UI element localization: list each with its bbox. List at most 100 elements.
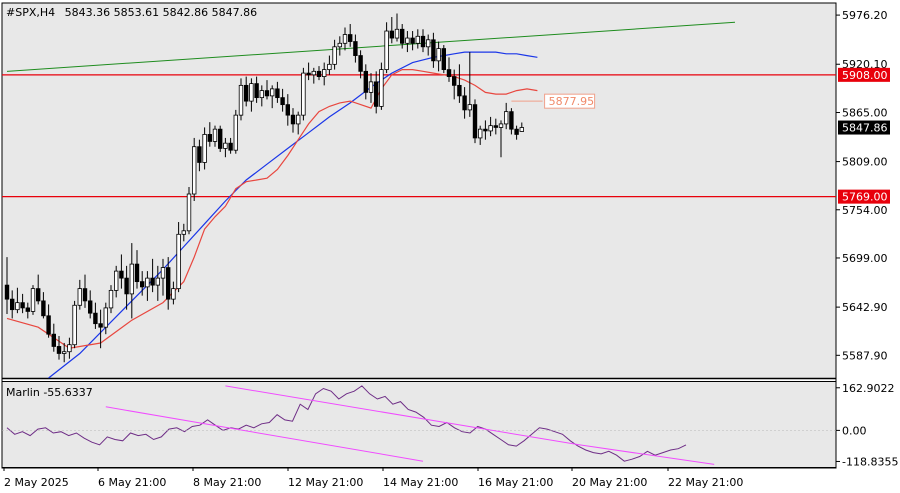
candle-body bbox=[119, 270, 124, 279]
candle-body bbox=[202, 134, 207, 163]
candle-body bbox=[134, 263, 140, 283]
candle bbox=[191, 137, 197, 202]
candle bbox=[98, 309, 103, 349]
candle-body bbox=[441, 48, 446, 70]
candle-body bbox=[509, 111, 514, 130]
candle bbox=[77, 279, 82, 310]
candle-body bbox=[379, 69, 384, 107]
candle-body bbox=[176, 233, 181, 290]
candle-body bbox=[519, 127, 524, 132]
candle-body bbox=[9, 298, 15, 311]
candle bbox=[384, 22, 389, 74]
candle bbox=[399, 24, 405, 49]
candle bbox=[509, 108, 514, 135]
candle-body bbox=[98, 323, 103, 328]
candle bbox=[446, 57, 452, 82]
candle bbox=[467, 52, 472, 117]
candle bbox=[363, 64, 368, 100]
candle-body bbox=[114, 270, 119, 291]
candle bbox=[259, 85, 264, 107]
candle-body bbox=[238, 84, 244, 116]
candle bbox=[30, 285, 36, 315]
candle-body bbox=[62, 351, 67, 354]
candle bbox=[103, 302, 108, 335]
candle bbox=[165, 257, 171, 310]
candle bbox=[129, 243, 134, 319]
candle bbox=[25, 302, 30, 319]
candle-body bbox=[410, 37, 415, 44]
candle-body bbox=[477, 128, 483, 139]
candle bbox=[181, 223, 186, 242]
x-tick-label: 6 May 21:00 bbox=[98, 476, 166, 489]
candle-body bbox=[373, 81, 379, 107]
candle-body bbox=[259, 90, 264, 99]
candle bbox=[202, 127, 207, 170]
candle-body bbox=[103, 307, 108, 328]
candle-body bbox=[233, 114, 238, 151]
candle bbox=[477, 125, 483, 145]
candle bbox=[4, 257, 10, 315]
ohlc-readout: 5843.36 5853.61 5842.86 5847.86 bbox=[64, 6, 258, 19]
candle bbox=[290, 108, 296, 133]
level-tag-0 bbox=[838, 67, 890, 82]
candle-body bbox=[41, 300, 46, 317]
ma-fast-line bbox=[6, 69, 538, 349]
candle bbox=[451, 69, 457, 100]
chart-header: #SPX,H4 5843.36 5853.61 5842.86 5847.86 bbox=[6, 6, 257, 19]
candle bbox=[150, 258, 155, 293]
candle bbox=[462, 87, 467, 119]
candle bbox=[311, 67, 316, 84]
candle-body bbox=[30, 288, 36, 312]
candle bbox=[379, 62, 384, 110]
candle bbox=[264, 80, 270, 100]
candle-body bbox=[384, 30, 389, 70]
x-tick-label: 8 May 21:00 bbox=[193, 476, 261, 489]
candle-body bbox=[405, 37, 410, 44]
candle-body bbox=[212, 128, 218, 142]
candle bbox=[394, 13, 400, 42]
candle-body bbox=[483, 128, 488, 132]
candle bbox=[415, 29, 420, 49]
candle-body bbox=[446, 69, 452, 77]
candle bbox=[389, 17, 394, 44]
x-tick-label: 16 May 21:00 bbox=[478, 476, 553, 489]
symbol-timeframe: #SPX,H4 bbox=[6, 6, 56, 19]
candle-body bbox=[67, 344, 72, 353]
candle-body bbox=[4, 284, 10, 300]
target-tag bbox=[544, 93, 596, 109]
candle-body bbox=[472, 104, 478, 139]
candle bbox=[342, 27, 348, 51]
candle bbox=[295, 111, 301, 135]
candle-body bbox=[269, 88, 275, 97]
candle-body bbox=[165, 267, 171, 300]
candle bbox=[243, 76, 249, 107]
osc-tick-label: 0.00 bbox=[842, 424, 867, 437]
candle-body bbox=[280, 97, 285, 106]
candle-body bbox=[337, 42, 342, 48]
candle bbox=[254, 76, 259, 103]
x-tick-label: 2 May 2025 bbox=[4, 476, 69, 489]
candle bbox=[15, 287, 20, 314]
candle bbox=[410, 31, 415, 51]
candle bbox=[493, 118, 498, 135]
candle bbox=[280, 88, 285, 112]
candle-body bbox=[327, 63, 332, 70]
candle bbox=[207, 122, 212, 147]
candle bbox=[498, 120, 504, 158]
candle bbox=[134, 250, 140, 289]
y-tick-label: 5809.00 bbox=[842, 156, 888, 169]
candle-body bbox=[285, 104, 290, 116]
candle bbox=[472, 99, 478, 144]
candle-body bbox=[197, 146, 202, 163]
candle-body bbox=[394, 28, 400, 39]
candle-body bbox=[51, 333, 56, 347]
candle-body bbox=[514, 128, 519, 135]
candle bbox=[217, 125, 223, 152]
level-tag-1 bbox=[838, 189, 890, 204]
candle bbox=[238, 78, 244, 121]
candle bbox=[425, 34, 431, 56]
candle bbox=[269, 85, 275, 109]
candle bbox=[301, 67, 306, 121]
